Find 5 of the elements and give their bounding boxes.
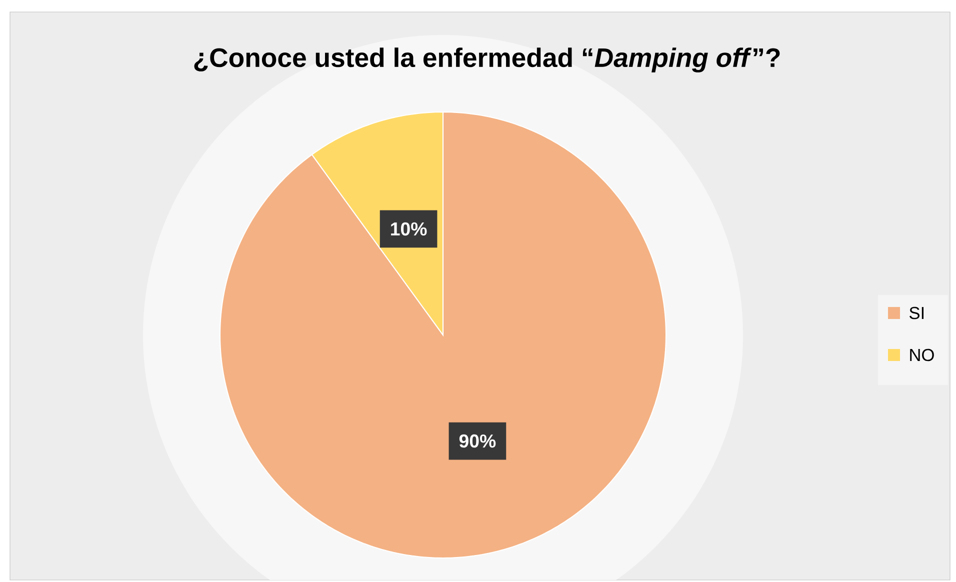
data-label: 90%	[459, 434, 496, 448]
chart-title: ¿Conoce usted la enfermedad “Damping off”?	[194, 48, 780, 72]
legend-label: SI	[910, 306, 924, 320]
legend-label: NO	[910, 348, 934, 362]
data-label: 10%	[391, 222, 427, 236]
